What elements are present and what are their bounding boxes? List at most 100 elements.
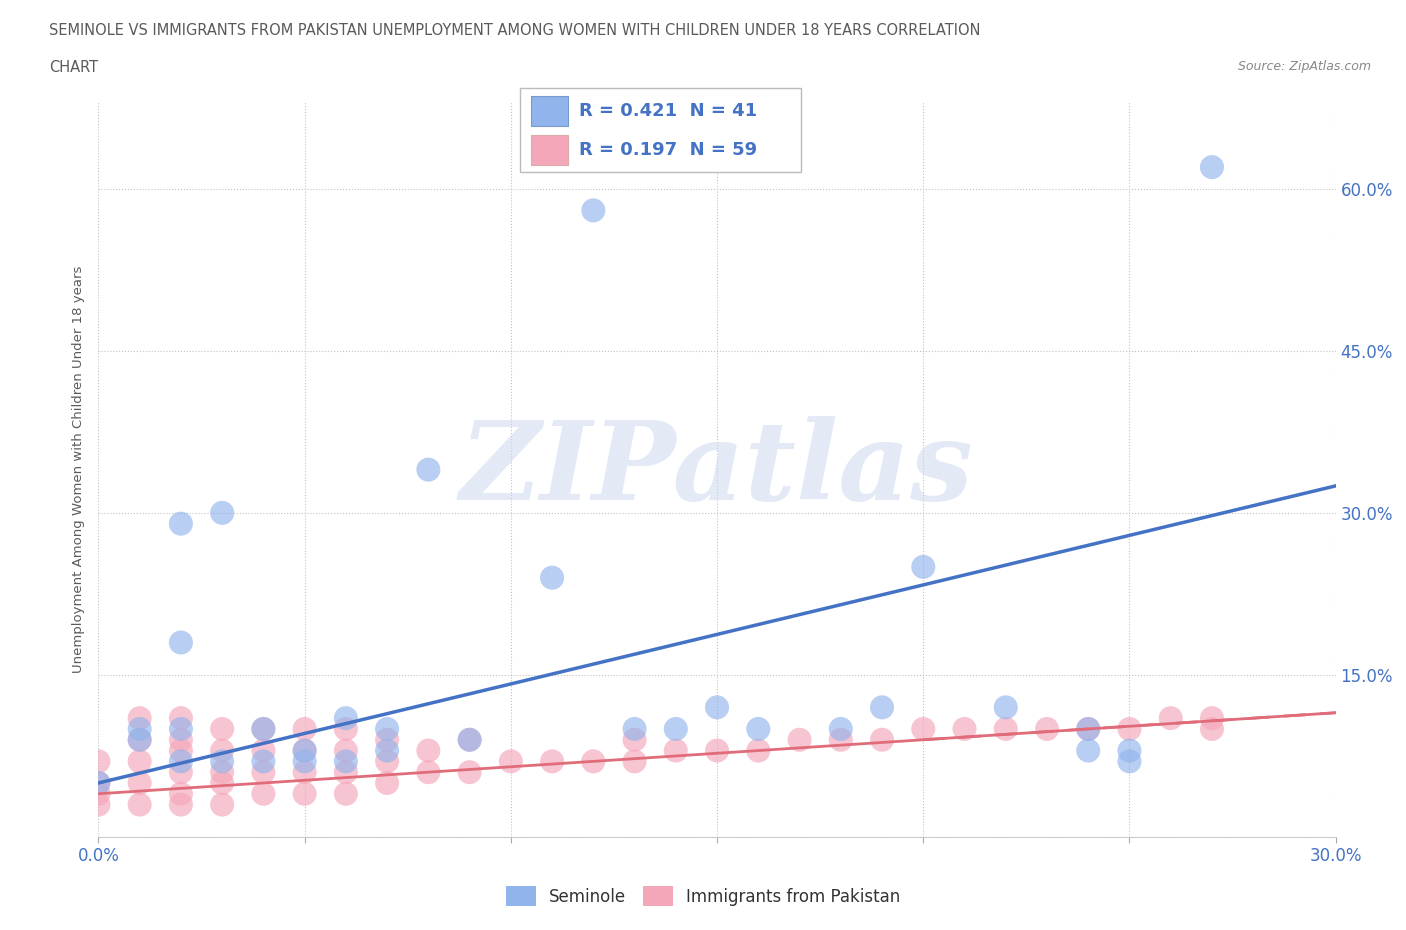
Point [87, 776, 110, 790]
Point [211, 764, 233, 779]
Point [252, 754, 274, 769]
Point [335, 711, 357, 725]
Point [830, 732, 852, 747]
Point [1201, 722, 1223, 737]
Point [830, 722, 852, 737]
Point [953, 722, 976, 737]
Point [170, 754, 193, 769]
Point [87, 787, 110, 802]
Point [1201, 711, 1223, 725]
Text: CHART: CHART [49, 60, 98, 75]
Point [789, 732, 811, 747]
Point [1160, 711, 1182, 725]
Point [375, 732, 398, 747]
Point [170, 635, 193, 650]
Bar [531, 96, 568, 126]
Point [418, 743, 440, 758]
Point [623, 754, 645, 769]
Point [418, 462, 440, 477]
Point [211, 722, 233, 737]
Point [128, 711, 150, 725]
Point [499, 754, 522, 769]
Point [665, 722, 688, 737]
Point [706, 700, 728, 715]
Point [541, 754, 564, 769]
Point [747, 743, 769, 758]
Point [294, 722, 316, 737]
Point [170, 711, 193, 725]
Text: R = 0.421  N = 41: R = 0.421 N = 41 [579, 102, 758, 120]
Point [418, 764, 440, 779]
Point [994, 722, 1017, 737]
Legend: Seminole, Immigrants from Pakistan: Seminole, Immigrants from Pakistan [499, 880, 907, 912]
Point [1036, 722, 1059, 737]
Point [458, 732, 481, 747]
Text: Source: ZipAtlas.com: Source: ZipAtlas.com [1237, 60, 1371, 73]
Point [375, 776, 398, 790]
Point [252, 722, 274, 737]
Text: SEMINOLE VS IMMIGRANTS FROM PAKISTAN UNEMPLOYMENT AMONG WOMEN WITH CHILDREN UNDE: SEMINOLE VS IMMIGRANTS FROM PAKISTAN UNE… [49, 23, 981, 38]
Point [87, 754, 110, 769]
Point [335, 764, 357, 779]
Point [87, 776, 110, 790]
Point [541, 570, 564, 585]
Point [211, 776, 233, 790]
Point [87, 797, 110, 812]
Point [211, 743, 233, 758]
Point [170, 743, 193, 758]
Point [1077, 722, 1099, 737]
Point [128, 797, 150, 812]
Point [294, 743, 316, 758]
Point [128, 732, 150, 747]
Point [252, 787, 274, 802]
Point [170, 764, 193, 779]
Point [1118, 754, 1140, 769]
Point [294, 787, 316, 802]
Point [335, 722, 357, 737]
Point [128, 722, 150, 737]
Point [211, 505, 233, 520]
Point [747, 722, 769, 737]
Point [582, 203, 605, 218]
Text: R = 0.197  N = 59: R = 0.197 N = 59 [579, 141, 758, 159]
Point [870, 700, 893, 715]
Point [623, 722, 645, 737]
Point [582, 754, 605, 769]
Point [375, 722, 398, 737]
Point [170, 797, 193, 812]
Point [665, 743, 688, 758]
Point [252, 764, 274, 779]
Point [252, 722, 274, 737]
Point [335, 743, 357, 758]
Point [128, 754, 150, 769]
Point [1077, 743, 1099, 758]
Point [294, 764, 316, 779]
Point [170, 516, 193, 531]
Point [1201, 160, 1223, 175]
FancyBboxPatch shape [520, 88, 801, 172]
Point [912, 560, 935, 575]
Point [870, 732, 893, 747]
Point [128, 732, 150, 747]
Point [211, 797, 233, 812]
Text: ZIPatlas: ZIPatlas [460, 416, 974, 524]
Point [375, 754, 398, 769]
Point [294, 754, 316, 769]
Point [375, 743, 398, 758]
Point [458, 732, 481, 747]
Point [170, 732, 193, 747]
Point [1118, 743, 1140, 758]
Point [706, 743, 728, 758]
Bar [531, 135, 568, 166]
Point [1118, 722, 1140, 737]
Point [912, 722, 935, 737]
Point [458, 764, 481, 779]
Point [128, 776, 150, 790]
Y-axis label: Unemployment Among Women with Children Under 18 years: Unemployment Among Women with Children U… [72, 266, 84, 673]
Point [994, 700, 1017, 715]
Point [252, 743, 274, 758]
Point [1077, 722, 1099, 737]
Point [170, 722, 193, 737]
Point [623, 732, 645, 747]
Point [335, 754, 357, 769]
